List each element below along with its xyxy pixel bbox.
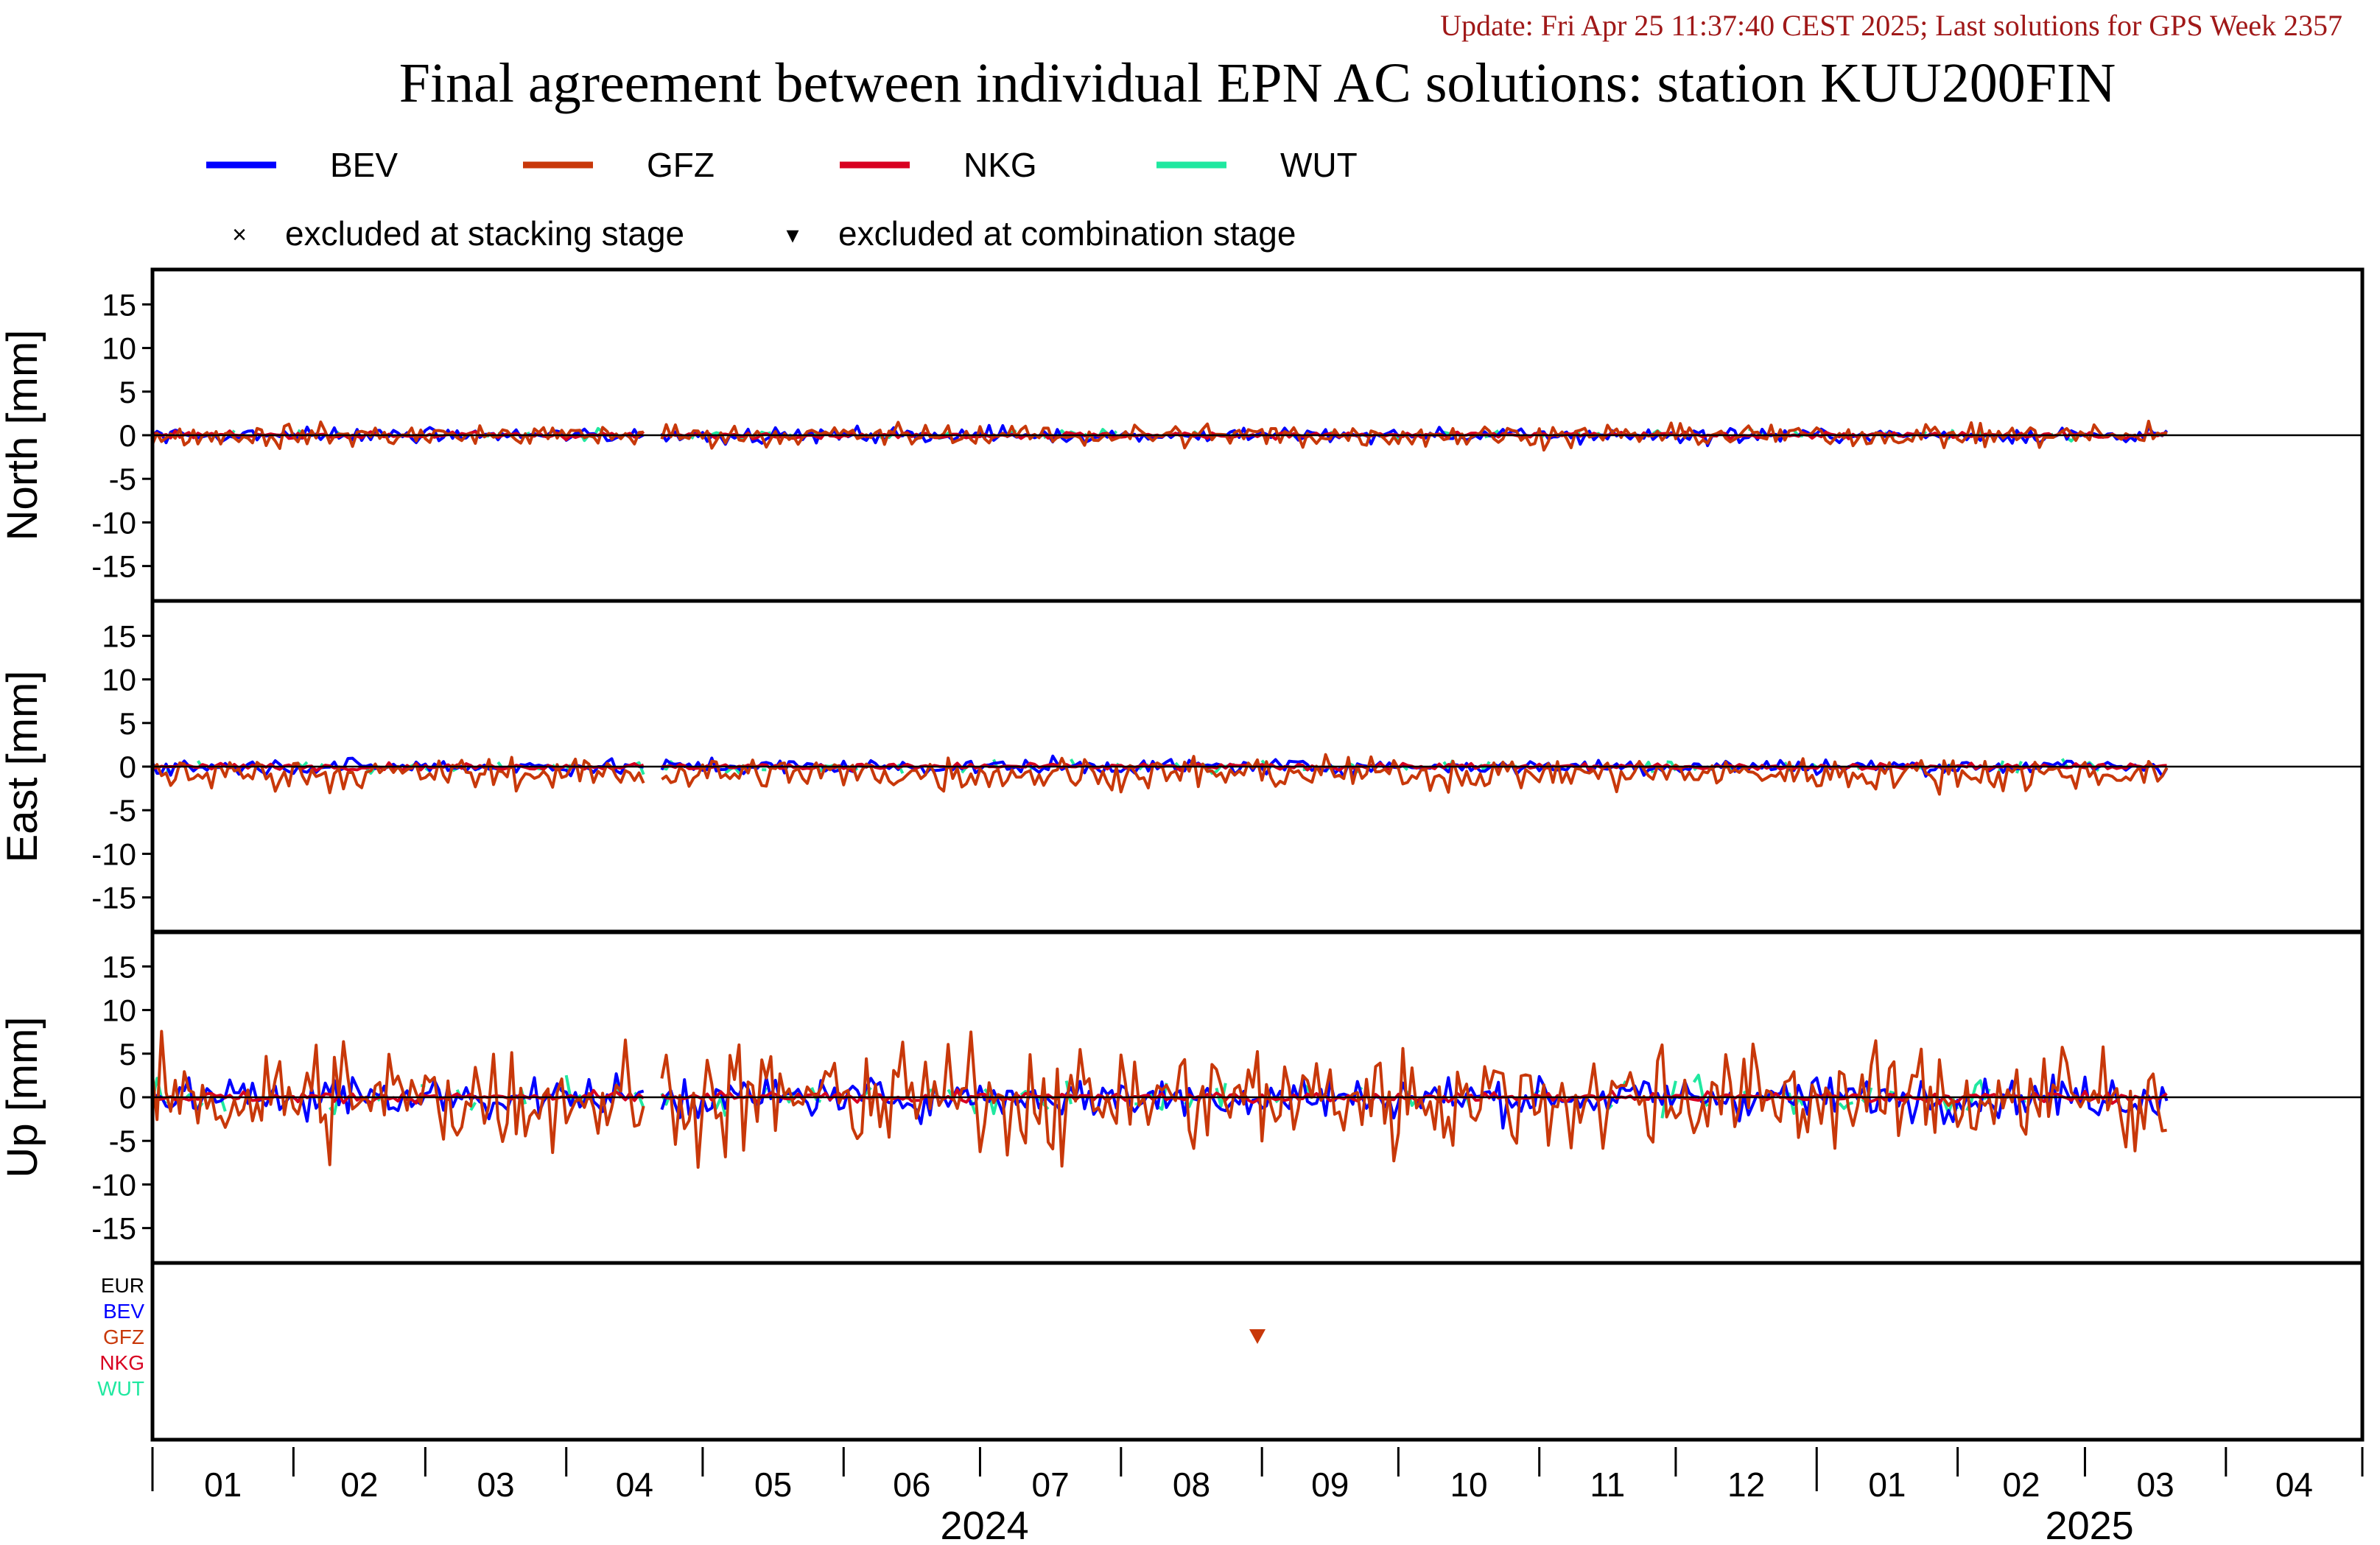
series-group [152, 1030, 2169, 1169]
legend-marker-label-stacking: excluded at stacking stage [285, 214, 684, 253]
y-tick-label: -10 [91, 1167, 136, 1202]
legend: BEV GFZ NKG WUT × excluded at stacking stage ▾… [206, 146, 1358, 253]
x-tick-label: 03 [477, 1465, 514, 1504]
y-tick-label: 0 [119, 750, 136, 784]
y-tick-label: 0 [119, 1080, 136, 1115]
x-tick-label: 05 [754, 1465, 792, 1504]
y-tick-label: 10 [102, 663, 136, 697]
series-line-gfz [152, 420, 2168, 452]
legend-marker-symbol-combination: ▾ [786, 221, 798, 249]
y-tick-label: 10 [102, 331, 136, 366]
x-tick-label: 04 [2275, 1465, 2313, 1504]
exclusion-row-label-gfz: GFZ [103, 1326, 144, 1348]
x-tick-label: 06 [893, 1465, 930, 1504]
x-tick-label: 07 [1032, 1465, 1070, 1504]
panel-east: 15 10 5 0 -5 -10 -15 East [mm] [0, 599, 2365, 935]
legend-label-nkg: NKG [963, 146, 1037, 184]
y-tick-label: 10 [102, 993, 136, 1028]
y-tick-label: -15 [91, 1211, 136, 1246]
x-year-label: 2024 [941, 1504, 1029, 1545]
legend-label-bev: BEV [330, 146, 398, 184]
x-tick-label: 08 [1173, 1465, 1210, 1504]
y-tick-label: 15 [102, 619, 136, 653]
series-line-gfz [152, 1030, 2167, 1169]
x-tick-label: 04 [616, 1465, 653, 1504]
legend-label-wut: WUT [1280, 146, 1358, 184]
panel-frame [150, 1261, 2365, 1442]
series-group [152, 753, 2169, 796]
y-tick-label: 5 [119, 1037, 136, 1071]
series-line-gfz [152, 753, 2169, 796]
y-tick-label: -5 [109, 793, 136, 828]
x-tick-label: 02 [2002, 1465, 2040, 1504]
y-tick-label: -15 [91, 881, 136, 915]
x-tick-label: 02 [340, 1465, 378, 1504]
y-axis-label: North [mm] [0, 330, 46, 541]
panel-north: 15 10 5 0 -5 -10 -15 North [mm] [0, 267, 2365, 603]
y-tick-label: -10 [91, 505, 136, 540]
x-tick-label: 10 [1450, 1465, 1487, 1504]
y-tick-label: -15 [91, 549, 136, 584]
panel-exclusions: EUR BEV GFZ NKG WUT [97, 1261, 2365, 1442]
y-tick-label: 5 [119, 375, 136, 409]
excluded-combination-marker [1249, 1329, 1266, 1344]
panel-up: 15 10 5 0 -5 -10 -15 Up [mm] [0, 929, 2365, 1265]
x-axis: 01 02 03 04 05 06 07 08 09 10 11 12 01 02 03 04 2024 2025 [151, 1447, 2364, 1545]
legend-marker-symbol-stacking: × [232, 221, 247, 249]
exclusion-row-label-bev: BEV [103, 1300, 144, 1323]
y-axis-label: Up [mm] [0, 1016, 46, 1178]
y-tick-label: 15 [102, 949, 136, 984]
x-year-label: 2025 [2046, 1504, 2134, 1545]
x-tick-label: 12 [1727, 1465, 1765, 1504]
y-axis-label: East [mm] [0, 670, 46, 862]
y-tick-label: -5 [109, 1124, 136, 1158]
exclusion-row-label-nkg: NKG [99, 1351, 144, 1374]
chart-title: Final agreement between individual EPN A… [399, 52, 2116, 114]
legend-label-gfz: GFZ [647, 146, 715, 184]
legend-marker-label-combination: excluded at combination stage [838, 214, 1296, 253]
update-line: Update: Fri Apr 25 11:37:40 CEST 2025; L… [1440, 9, 2342, 42]
y-tick-label: -5 [109, 462, 136, 496]
y-tick-label: -10 [91, 837, 136, 871]
plot-panels: 15 10 5 0 -5 -10 -15 North [mm] 15 10 5 0 -5 -10 -15 Ea… [0, 267, 2365, 1442]
exclusion-row-label-wut: WUT [97, 1377, 144, 1400]
x-tick-label: 01 [1868, 1465, 1906, 1504]
exclusion-row-label-eur: EUR [101, 1274, 144, 1297]
x-tick-label: 01 [204, 1465, 242, 1504]
x-tick-label: 03 [2137, 1465, 2174, 1504]
x-tick-label: 09 [1311, 1465, 1349, 1504]
y-tick-label: 5 [119, 706, 136, 741]
y-tick-label: 0 [119, 418, 136, 453]
y-tick-label: 15 [102, 287, 136, 322]
x-tick-label: 11 [1590, 1465, 1625, 1504]
